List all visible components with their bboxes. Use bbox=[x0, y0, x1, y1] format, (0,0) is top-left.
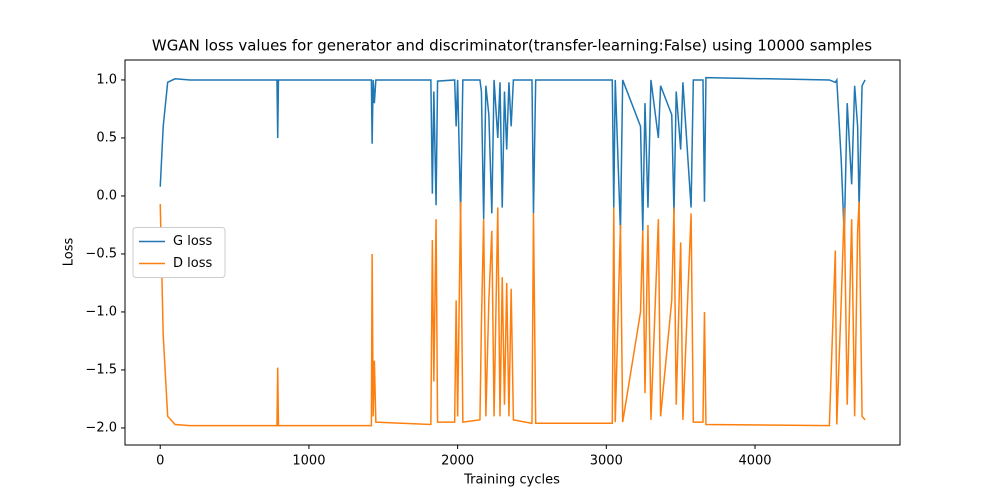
x-axis-label: Training cycles bbox=[463, 473, 560, 488]
y-tick-label: −1.5 bbox=[85, 362, 117, 377]
line-series bbox=[159, 76, 866, 237]
x-tick-label: 1000 bbox=[292, 454, 325, 469]
x-tick-label: 4000 bbox=[738, 454, 771, 469]
y-tick-label: −0.5 bbox=[85, 246, 117, 261]
y-tick-label: −1.0 bbox=[85, 304, 117, 319]
x-tick-label: 2000 bbox=[441, 454, 474, 469]
x-tick-label: 3000 bbox=[590, 454, 623, 469]
y-tick-label: 1.0 bbox=[96, 72, 117, 87]
y-tick-label: −2.0 bbox=[85, 420, 117, 435]
legend-label: D loss bbox=[173, 256, 212, 271]
chart-title: WGAN loss values for generator and discr… bbox=[152, 37, 872, 55]
y-axis-label: Loss bbox=[62, 238, 77, 267]
y-tick-label: 0.5 bbox=[96, 130, 117, 145]
plot-frame bbox=[124, 59, 901, 446]
x-tick-label: 0 bbox=[156, 454, 164, 469]
line-series bbox=[159, 201, 866, 427]
legend-label: G loss bbox=[173, 234, 213, 249]
y-tick-label: 0.0 bbox=[96, 188, 117, 203]
legend-box bbox=[132, 227, 226, 278]
